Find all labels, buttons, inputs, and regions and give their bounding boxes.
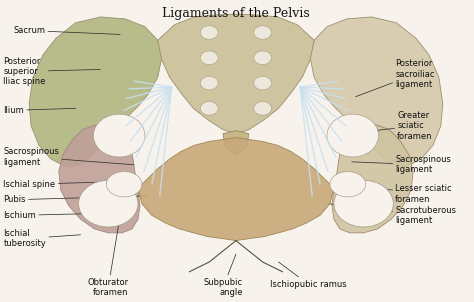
Text: Ligaments of the Pelvis: Ligaments of the Pelvis [162,7,310,20]
Ellipse shape [254,101,272,115]
Ellipse shape [201,26,218,39]
Text: Ilium: Ilium [3,106,76,115]
Polygon shape [310,17,443,167]
Ellipse shape [201,51,218,65]
Polygon shape [332,122,413,233]
Polygon shape [158,14,314,134]
Ellipse shape [330,172,365,197]
Text: Ischium: Ischium [3,211,100,220]
Polygon shape [223,131,249,155]
Ellipse shape [254,76,272,90]
Ellipse shape [254,51,272,65]
Text: Posterior
sacroiliac
ligament: Posterior sacroiliac ligament [356,59,435,97]
Text: Sacrotuberous
ligament: Sacrotuberous ligament [328,204,456,225]
Text: Sacrospinous
ligament: Sacrospinous ligament [3,147,134,167]
Polygon shape [29,17,162,167]
Ellipse shape [106,172,142,197]
Ellipse shape [79,180,138,227]
Text: Greater
sciatic
foramen: Greater sciatic foramen [358,111,433,141]
Text: Ischial spine: Ischial spine [3,180,131,189]
Ellipse shape [254,26,272,39]
Ellipse shape [327,114,378,157]
Ellipse shape [201,76,218,90]
Text: Sacrospinous
ligament: Sacrospinous ligament [352,155,451,175]
Polygon shape [59,122,140,233]
Ellipse shape [201,101,218,115]
Ellipse shape [93,114,145,157]
Ellipse shape [334,180,393,227]
Text: Posterior
superior
Iliac spine: Posterior superior Iliac spine [3,56,100,86]
Text: Ischiopubic ramus: Ischiopubic ramus [270,262,346,288]
Text: Lesser sciatic
foramen: Lesser sciatic foramen [346,184,452,204]
Polygon shape [138,137,334,241]
Text: Ischial
tuberosity: Ischial tuberosity [3,229,81,248]
Text: Pubis: Pubis [3,195,148,204]
Text: Subpubic
angle: Subpubic angle [203,254,243,297]
Text: Obturator
foramen: Obturator foramen [88,215,129,297]
Text: Sacrum: Sacrum [13,26,120,35]
